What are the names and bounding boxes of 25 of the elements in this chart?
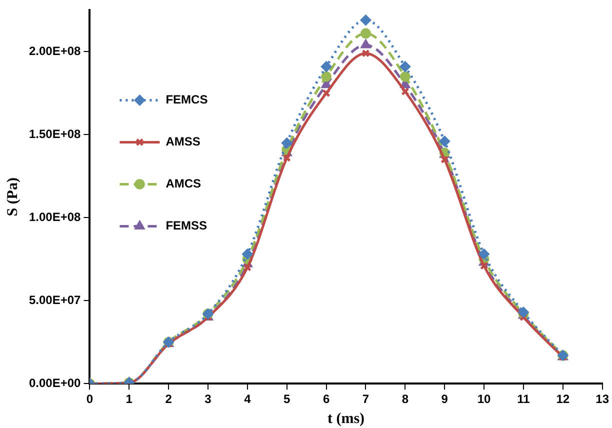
- legend-label: FEMSS: [166, 218, 208, 233]
- x-tick-label: 11: [517, 392, 530, 406]
- y-tick-label: 0.00E+00: [28, 376, 82, 390]
- x-tick-label: 3: [204, 392, 212, 406]
- x-tick-label: 12: [556, 392, 570, 406]
- x-tick-label: 13: [596, 392, 610, 406]
- x-tick-label: 5: [284, 392, 291, 406]
- legend-label: AMSS: [166, 134, 200, 149]
- y-tick-label: 2.00E+08: [28, 44, 82, 58]
- x-tick-label: 4: [244, 392, 252, 406]
- legend-label: FEMCS: [166, 92, 208, 107]
- x-axis-title: t (ms): [327, 410, 365, 427]
- y-tick-label: 1.00E+08: [28, 210, 82, 224]
- y-tick-label: 5.00E+07: [28, 292, 82, 307]
- x-tick-label: 9: [441, 392, 448, 406]
- x-tick-label: 10: [477, 392, 492, 406]
- legend-label: AMCS: [166, 176, 202, 191]
- x-tick-label: 0: [86, 392, 94, 406]
- y-tick-label: 1.50E+08: [28, 126, 82, 141]
- y-axis-title: S (Pa): [4, 178, 21, 216]
- x-tick-label: 8: [402, 392, 409, 406]
- x-tick-label: 7: [362, 392, 370, 406]
- x-tick-label: 2: [165, 392, 172, 406]
- x-tick-label: 1: [126, 392, 133, 406]
- x-tick-label: 6: [322, 392, 330, 406]
